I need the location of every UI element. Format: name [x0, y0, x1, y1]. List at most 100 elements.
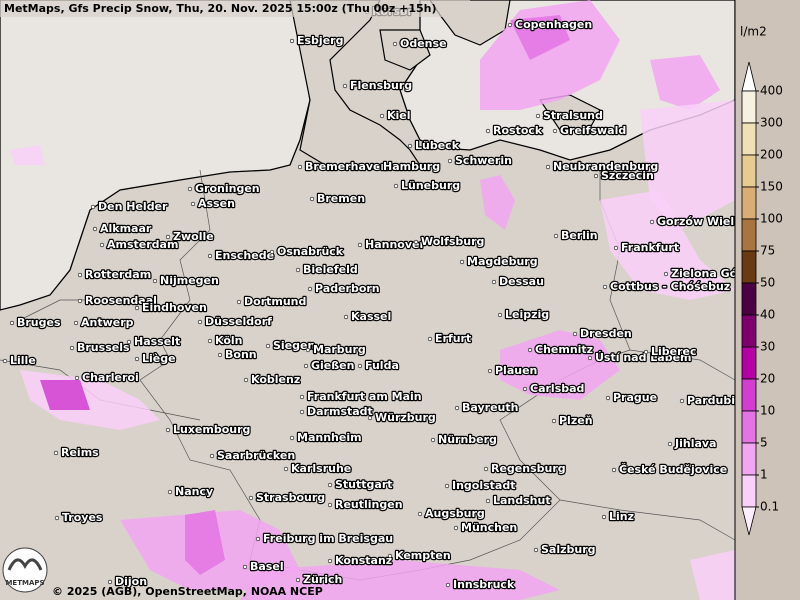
city-dot	[447, 158, 453, 164]
city-label: Groningen	[195, 182, 260, 195]
city-label: Zwolle	[173, 230, 214, 243]
city-label: Reims	[61, 446, 99, 459]
city-dot	[485, 498, 491, 504]
city-dot	[527, 347, 533, 353]
city-dot	[601, 514, 607, 520]
city-label: Pardubice	[687, 394, 749, 407]
city-label: Konstanz	[335, 554, 392, 567]
city-label: Antwerp	[81, 316, 134, 329]
city-dot	[207, 253, 213, 259]
city-dot	[552, 128, 558, 134]
city-label: Siegen	[273, 339, 315, 352]
city-dot	[99, 242, 105, 248]
city-label: Ingolstadt	[452, 479, 516, 492]
city-dot	[444, 483, 450, 489]
city-dot	[297, 164, 303, 170]
legend-swatch	[741, 154, 757, 188]
city-dot	[387, 553, 393, 559]
city-label: Eindhoven	[142, 301, 207, 314]
city-label: Kassel	[351, 310, 391, 323]
city-label: Berlin	[561, 229, 598, 242]
city-dot	[299, 409, 305, 415]
city-label: Jihlava	[674, 437, 716, 450]
city-label: Zielona Góra	[671, 267, 750, 280]
city-label: München	[461, 521, 517, 534]
city-label: Gießen	[311, 359, 354, 372]
city-label: Plzeň	[559, 414, 593, 427]
legend-tick-label: 150	[760, 180, 783, 194]
legend-swatch	[741, 314, 757, 348]
city-label: Kiel	[387, 109, 411, 122]
city-dot	[167, 489, 173, 495]
city-dot	[611, 467, 617, 473]
legend-tick-label: 200	[760, 148, 783, 162]
city-label: Chemnitz	[535, 343, 593, 356]
city-dot	[90, 204, 96, 210]
city-label: Rotterdam	[85, 268, 151, 281]
city-dot	[9, 320, 15, 326]
legend-swatch	[741, 218, 757, 252]
city-dot	[327, 482, 333, 488]
city-dot	[187, 186, 193, 192]
logo-text: METMAPS	[5, 579, 44, 587]
city-dot	[572, 331, 578, 337]
city-label: Kempten	[395, 549, 451, 562]
city-label: Luxembourg	[173, 423, 250, 436]
city-dot	[413, 239, 419, 245]
city-label: Marburg	[313, 343, 366, 356]
city-labels: KorsørCopenhagenEsbjergOdenseFlensburgKi…	[2, 4, 787, 592]
city-dot	[307, 286, 313, 292]
city-dot	[491, 279, 497, 285]
city-dot	[551, 418, 557, 424]
legend-swatch	[741, 506, 757, 536]
city-dot	[265, 343, 271, 349]
legend-swatch	[741, 410, 757, 444]
city-label: Lübeck	[415, 139, 460, 152]
city-dot	[217, 352, 223, 358]
city-dot	[459, 259, 465, 265]
city-dot	[587, 355, 593, 361]
city-dot	[299, 394, 305, 400]
city-label: Plauen	[495, 364, 537, 377]
city-dot	[152, 278, 158, 284]
city-dot	[427, 336, 433, 342]
city-dot	[54, 515, 60, 521]
legend-tick-label: 300	[760, 116, 783, 130]
city-dot	[69, 345, 75, 351]
city-label: Würzburg	[375, 411, 436, 424]
city-label: Charleroi	[82, 371, 139, 384]
city-label: Assen	[198, 197, 235, 210]
city-dot	[134, 356, 140, 362]
legend-tick-label: 40	[760, 308, 775, 322]
city-label: Strasbourg	[256, 491, 325, 504]
city-label: Lille	[10, 354, 36, 367]
city-dot	[667, 441, 673, 447]
city-label: Bremen	[317, 192, 365, 205]
city-label: Hamburg	[383, 160, 440, 173]
legend-tick-label: 1	[760, 468, 768, 482]
legend-swatch	[741, 378, 757, 412]
city-dot	[497, 312, 503, 318]
city-dot	[379, 113, 385, 119]
city-dot	[134, 305, 140, 311]
snow-areas	[10, 0, 735, 600]
legend-tick-label: 20	[760, 372, 775, 386]
city-label: Bielefeld	[303, 263, 358, 276]
city-label: Regensburg	[491, 462, 566, 475]
city-label: Amsterdam	[107, 238, 178, 251]
city-label: Karlsruhe	[291, 462, 351, 475]
legend-swatch	[741, 250, 757, 284]
city-dot	[342, 83, 348, 89]
city-label: Koblenz	[251, 373, 300, 386]
city-label: Saarbrücken	[217, 449, 295, 462]
city-label: Basel	[250, 560, 284, 573]
city-label: Greifswald	[560, 124, 626, 137]
city-label: Carlsbad	[530, 382, 584, 395]
city-label: Düsseldorf	[205, 315, 272, 328]
city-dot	[243, 377, 249, 383]
city-dot	[343, 314, 349, 320]
legend-swatch	[741, 90, 757, 124]
city-dot	[305, 347, 311, 353]
legend-scale: 400 300 200 150 100 75 50 40 30 20 10 5 1 0.1	[741, 61, 783, 536]
city-label: Alkmaar	[100, 222, 152, 235]
